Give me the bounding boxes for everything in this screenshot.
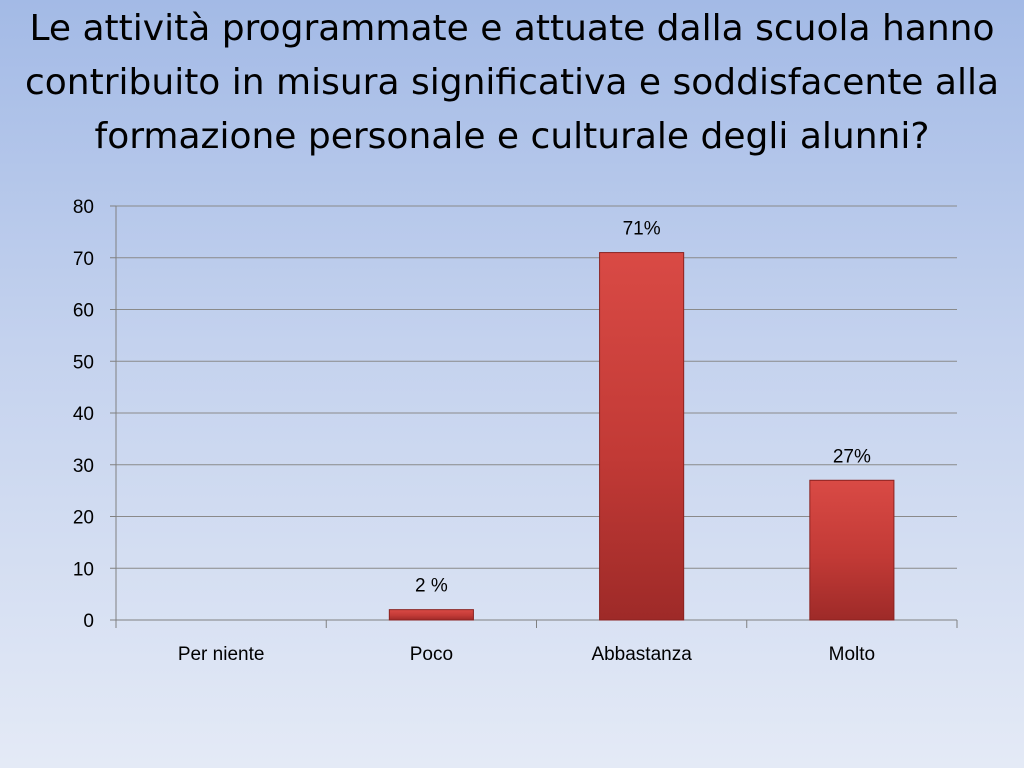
y-tick-label: 50 (73, 352, 94, 373)
x-tick-label: Abbastanza (591, 644, 692, 665)
y-tick-label: 20 (73, 508, 94, 529)
y-tick-label: 30 (73, 456, 94, 477)
bar (809, 479, 895, 621)
y-tick-label: 80 (73, 197, 94, 218)
y-tick-label: 70 (73, 249, 94, 270)
x-tick-label: Poco (410, 644, 453, 665)
x-tick-label: Per niente (178, 644, 265, 665)
bar (599, 252, 685, 621)
y-tick-label: 40 (73, 404, 94, 425)
data-label: 27% (833, 446, 871, 467)
slide-title: Le attività programmate e attuate dalla … (24, 8, 1000, 157)
data-label: 2 % (415, 576, 448, 597)
data-label: 71% (623, 219, 661, 240)
bars (388, 252, 895, 621)
y-tick-label: 10 (73, 559, 94, 580)
labels: 0 10 20 30 40 50 60 70 80 Per niente Poco 2 % Abbast… (73, 197, 875, 665)
bar (388, 609, 474, 621)
x-tick-label: Molto (829, 644, 875, 665)
y-tick-label: 0 (83, 611, 94, 632)
y-tick-label: 60 (73, 301, 94, 322)
